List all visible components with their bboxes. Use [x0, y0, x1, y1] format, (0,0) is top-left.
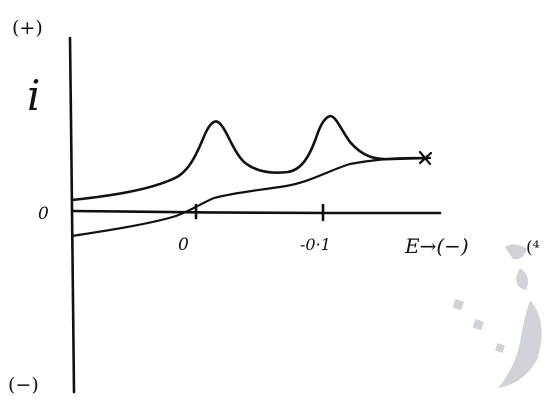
watermark-dot-3 [495, 343, 505, 353]
watermark [453, 244, 542, 388]
corner-fragment-label: (⁴ [526, 238, 540, 258]
watermark-mark-1 [505, 244, 527, 259]
reverse-scan-curve [72, 158, 430, 236]
forward-scan-curve [72, 116, 428, 200]
watermark-mark-3 [498, 300, 542, 388]
y-positive-label: (+) [12, 17, 43, 39]
x-tick-minus-label: -0·1 [300, 235, 331, 254]
y-zero-label: 0 [38, 204, 49, 224]
x-axis-label: E→(−) [404, 234, 469, 258]
y-axis-symbol: i [27, 71, 40, 120]
y-axis-line [70, 38, 74, 392]
watermark-dot-1 [453, 299, 465, 311]
watermark-dot-2 [473, 319, 485, 331]
y-negative-label: (−) [8, 374, 39, 396]
x-tick-zero-label: 0 [178, 235, 189, 255]
x-axis-line [72, 211, 440, 213]
watermark-mark-2 [516, 268, 528, 290]
